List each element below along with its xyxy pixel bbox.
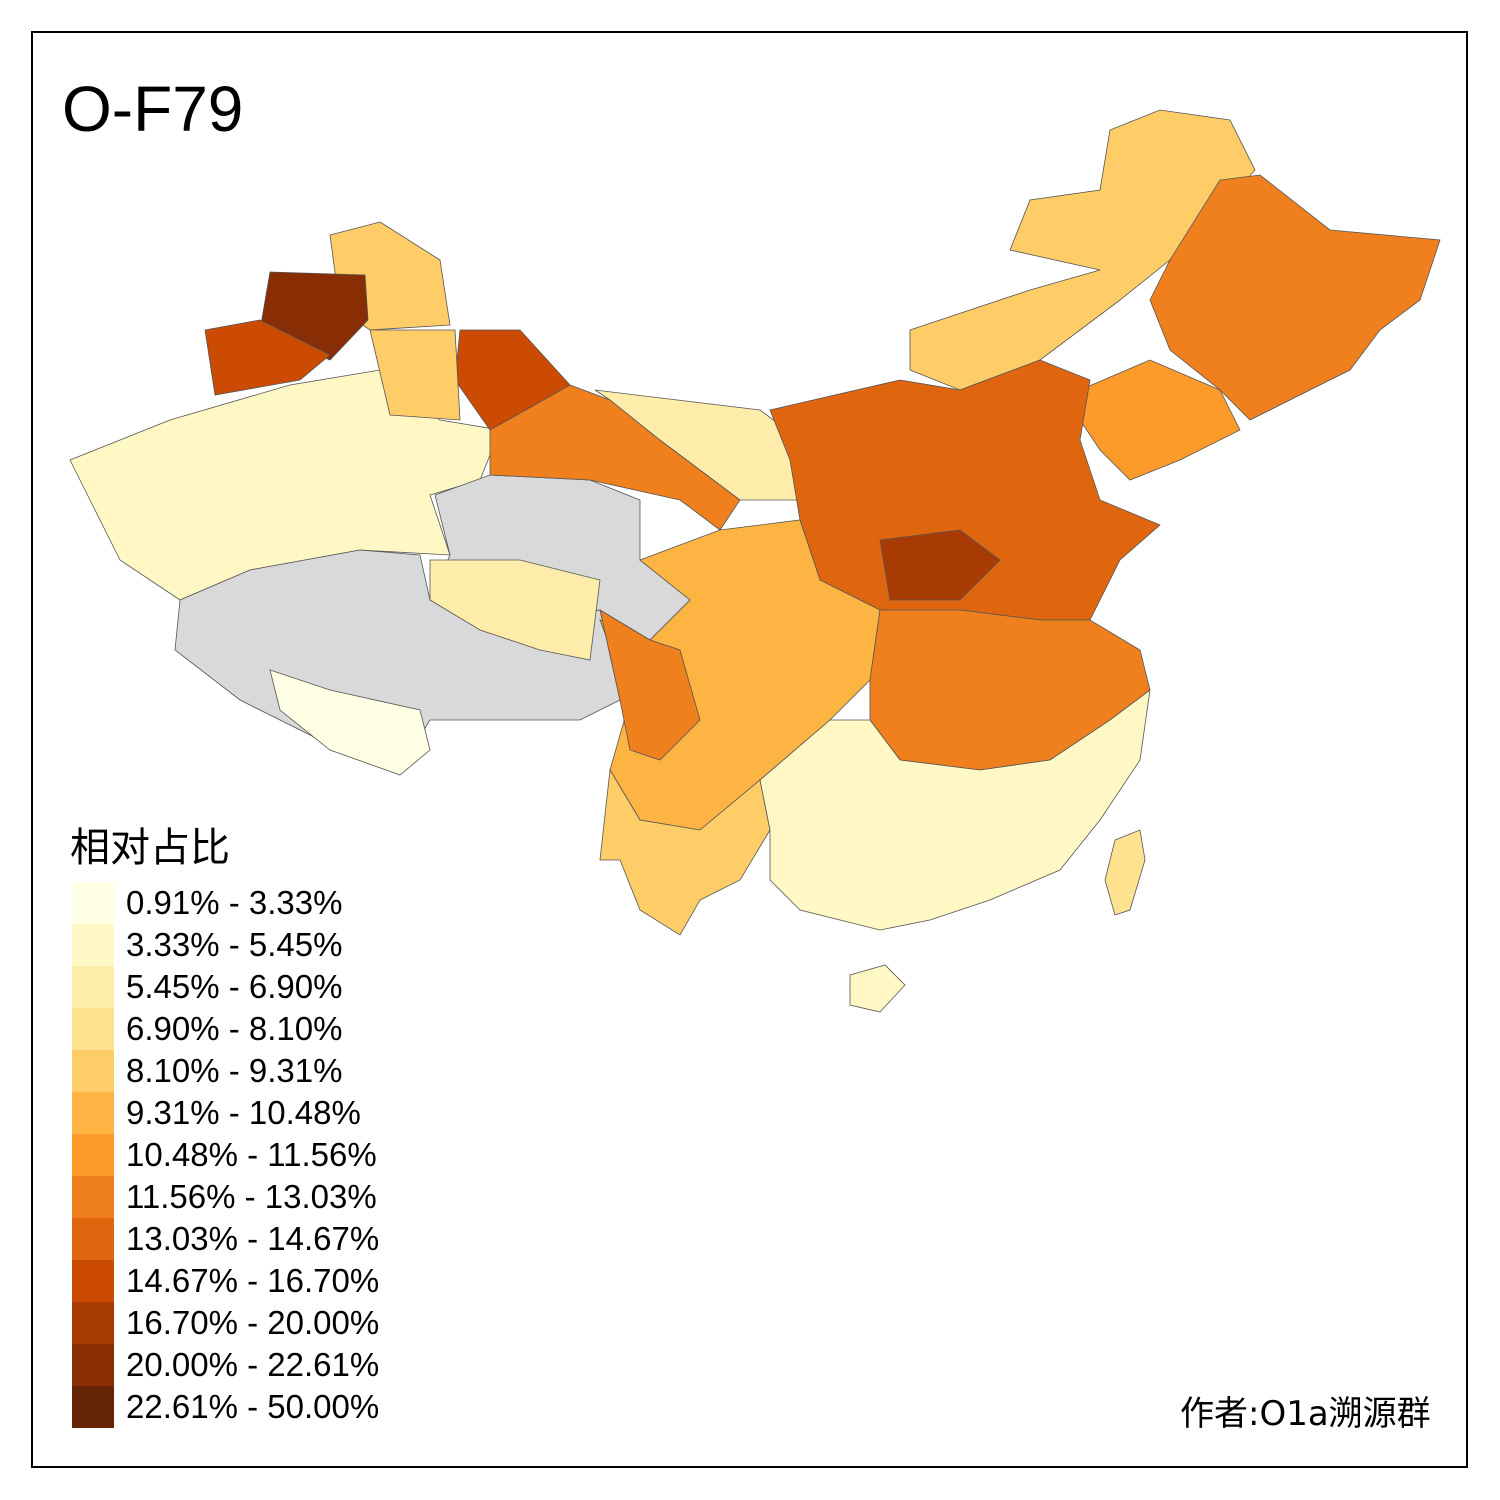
legend-item: 10.48% - 11.56% — [72, 1134, 379, 1176]
legend-swatch — [72, 966, 114, 1008]
legend-swatch — [72, 1176, 114, 1218]
legend-swatch — [72, 1302, 114, 1344]
legend-label: 14.67% - 16.70% — [126, 1262, 380, 1299]
legend-item: 8.10% - 9.31% — [72, 1050, 379, 1092]
map-frame — [31, 31, 1468, 1468]
region-liaoning — [1079, 359, 1241, 481]
legend-swatch — [72, 1218, 114, 1260]
region-guangxi-guangdong — [759, 689, 1151, 931]
legend-item: 11.56% - 13.03% — [72, 1176, 379, 1218]
region-henan-core — [879, 529, 1001, 601]
legend-swatch — [72, 1260, 114, 1302]
legend-swatch — [72, 1092, 114, 1134]
legend-swatch — [72, 1134, 114, 1176]
region-inner-mongolia-west — [594, 389, 801, 501]
legend-label: 6.90% - 8.10% — [126, 1010, 343, 1047]
legend: 0.91% - 3.33% 3.33% - 5.45% 5.45% - 6.90… — [72, 882, 379, 1428]
legend-label: 22.61% - 50.00% — [126, 1388, 380, 1425]
legend-swatch — [72, 1344, 114, 1386]
map-title: O-F79 — [62, 73, 244, 145]
region-taiwan — [1104, 829, 1146, 916]
legend-label: 9.31% - 10.48% — [126, 1094, 361, 1131]
region-qinghai-south — [429, 559, 601, 661]
legend-swatch — [72, 1050, 114, 1092]
legend-item: 6.90% - 8.10% — [72, 1008, 379, 1050]
region-yunnan — [599, 768, 771, 936]
author-credit: 作者:O1a溯源群 — [1180, 1394, 1431, 1434]
region-xinjiang-center — [369, 329, 461, 421]
region-xinjiang-south — [69, 369, 501, 601]
legend-label: 16.70% - 20.00% — [126, 1304, 380, 1341]
region-xinjiang-west — [204, 319, 331, 396]
legend-swatch — [72, 1008, 114, 1050]
legend-title: 相对占比 — [70, 825, 230, 871]
region-hainan — [849, 964, 906, 1013]
legend-label: 3.33% - 5.45% — [126, 926, 343, 963]
legend-item: 3.33% - 5.45% — [72, 924, 379, 966]
legend-label: 11.56% - 13.03% — [126, 1178, 377, 1215]
legend-item: 0.91% - 3.33% — [72, 882, 379, 924]
legend-item: 14.67% - 16.70% — [72, 1260, 379, 1302]
legend-swatch — [72, 1386, 114, 1428]
legend-swatch — [72, 882, 114, 924]
legend-item: 16.70% - 20.00% — [72, 1302, 379, 1344]
legend-label: 20.00% - 22.61% — [126, 1346, 380, 1383]
region-tibet-south — [269, 669, 431, 776]
legend-item: 22.61% - 50.00% — [72, 1386, 379, 1428]
legend-label: 10.48% - 11.56% — [126, 1136, 377, 1173]
legend-item: 20.00% - 22.61% — [72, 1344, 379, 1386]
region-northeast — [1149, 174, 1441, 421]
region-gansu — [489, 384, 741, 531]
legend-item: 9.31% - 10.48% — [72, 1092, 379, 1134]
region-sichuan-west — [599, 609, 701, 761]
legend-label: 8.10% - 9.31% — [126, 1052, 343, 1089]
legend-label: 13.03% - 14.67% — [126, 1220, 380, 1257]
legend-label: 5.45% - 6.90% — [126, 968, 343, 1005]
legend-label: 0.91% - 3.33% — [126, 884, 343, 921]
legend-swatch — [72, 924, 114, 966]
legend-item: 13.03% - 14.67% — [72, 1218, 379, 1260]
legend-item: 5.45% - 6.90% — [72, 966, 379, 1008]
